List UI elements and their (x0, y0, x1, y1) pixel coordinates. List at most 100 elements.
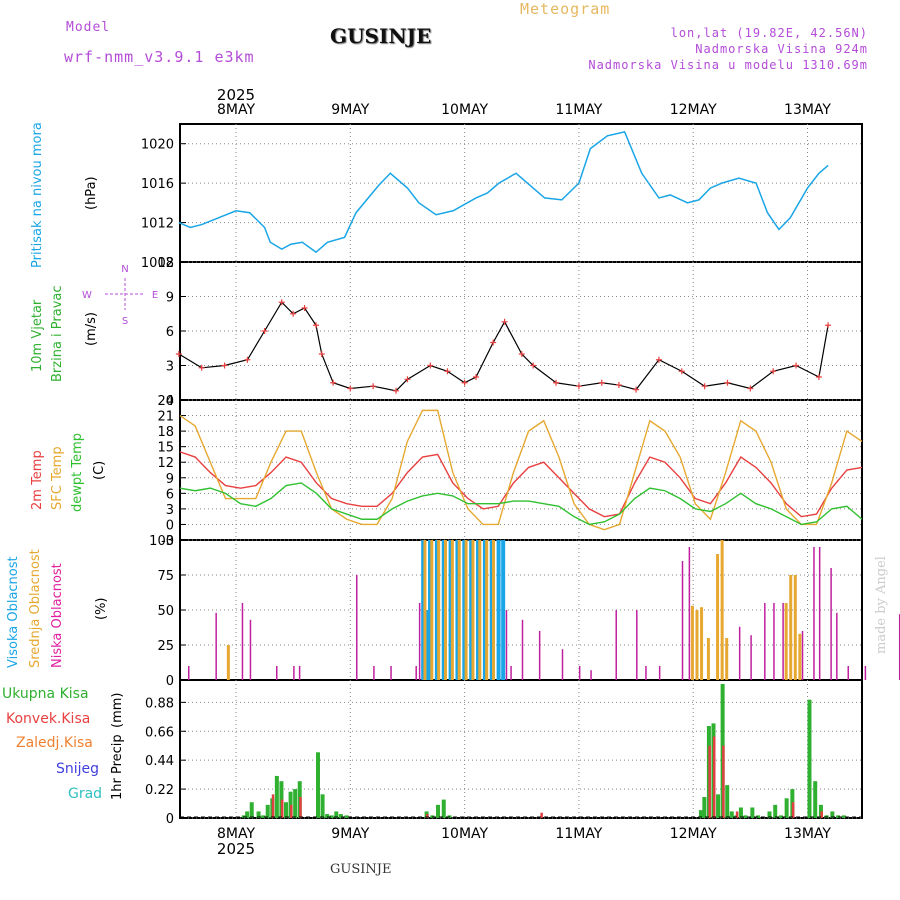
precip-bar-1 (299, 796, 302, 818)
wind-speed-mark (278, 299, 285, 306)
top-day-label: 10MAY (441, 102, 488, 118)
cloud-bar-2 (578, 666, 581, 680)
y-tick-label: 75 (157, 569, 174, 584)
cloud-bar-2 (836, 612, 838, 680)
wind-speed-mark (770, 368, 777, 375)
model-elevation: Nadmorska Visina u modelu 1310.69m (588, 58, 868, 72)
cloud-bar-2 (390, 666, 392, 680)
legend-convective: Konvek.Kisa (6, 711, 91, 727)
cloud-bar-2 (510, 666, 512, 680)
temp-line-0 (179, 451, 863, 518)
precip-bar-0 (245, 811, 250, 818)
wind-speed-line (178, 301, 829, 392)
y-tick-label: 21 (157, 410, 174, 425)
meteogram-label: Meteogram (520, 0, 611, 18)
cloud-bar-1 (720, 540, 724, 680)
cloud-bar-2 (215, 612, 217, 680)
wind-speed-mark (825, 322, 832, 329)
wind-speed-mark (444, 368, 451, 375)
wind-speed-mark (175, 351, 182, 357)
y-tick-label: 0 (166, 394, 174, 409)
precip-bar-0 (756, 815, 761, 818)
cloud-bar-2 (645, 666, 647, 680)
cloud-bar-1 (464, 540, 468, 680)
cloud-bar-2 (561, 649, 564, 680)
precip-bar-1 (712, 736, 716, 818)
temp-line-2 (179, 482, 863, 526)
cloud-bar-2 (187, 666, 190, 680)
wind-speed-mark (553, 379, 560, 386)
elevation: Nadmorska Visina 924m (695, 42, 868, 56)
cloud-bar-1 (793, 575, 797, 680)
cloud-bar-2 (782, 603, 784, 680)
wind-speed-mark (461, 379, 468, 386)
y-tick-label: 9 (166, 472, 174, 487)
cloud-bar-2 (830, 568, 832, 680)
precip-bar-0 (738, 807, 743, 818)
wind-speed-mark (313, 322, 320, 329)
cloud-bar-0 (425, 610, 430, 680)
cloud-bar-1 (798, 633, 802, 680)
y-tick-label: 0.66 (145, 725, 174, 740)
precip-bar-0 (325, 814, 330, 818)
cloud-bar-2 (298, 666, 301, 680)
wind-speed-mark (347, 385, 354, 392)
precip-bar-1 (271, 794, 275, 818)
bottom-day-label: 12MAY (670, 826, 717, 842)
y-tick-label: 50 (157, 604, 174, 619)
page-title: GUSINJE (330, 24, 432, 48)
cloud-bar-2 (738, 626, 741, 680)
y-tick-label: 3 (166, 360, 174, 375)
precip-bar-0 (261, 815, 266, 818)
cloud-bar-0 (428, 540, 433, 680)
y-tick-label: 0.22 (145, 783, 174, 798)
model-label: Model (66, 20, 111, 35)
precip-bar-0 (344, 815, 349, 818)
wind-speed-mark (244, 356, 251, 363)
top-day-label: 9MAY (331, 102, 369, 118)
precip-bar-1 (722, 745, 725, 818)
precip-bar-0 (338, 814, 343, 818)
cloud-bar-0 (496, 540, 501, 680)
precip-bar-0 (725, 785, 730, 818)
wind-speed-mark (370, 383, 377, 390)
y-tick-label: 24 (157, 394, 174, 409)
precip-bar-1 (708, 745, 711, 818)
cloud-bar-0 (482, 540, 487, 680)
y-tick-label: 1016 (141, 177, 174, 192)
precip-bar-0 (743, 815, 748, 818)
cloud-bar-2 (688, 547, 691, 680)
cloud-bar-1 (784, 603, 788, 680)
cloud-bar-1 (690, 605, 694, 680)
y-tick-label: 1020 (141, 138, 174, 153)
cloud-bar-2 (356, 575, 358, 680)
wind-speed-mark (501, 318, 508, 325)
compass-cross (105, 278, 145, 310)
legend-snow: Snijeg (56, 761, 100, 777)
y-tick-label: 0 (166, 674, 174, 689)
y-tick-label: 9 (166, 291, 174, 306)
model-name: wrf-nmm_v3.9.1 e3km (64, 48, 255, 66)
cloud-bar-2 (293, 666, 295, 680)
y-tick-label: 1008 (141, 256, 174, 271)
precip-bar-1 (426, 814, 429, 818)
compass-n: N (121, 264, 128, 275)
wind-speed-mark (678, 368, 685, 375)
top-day-label: 13MAY (784, 102, 831, 118)
y-tick-label: -3 (161, 534, 174, 549)
cloud-bar-1 (471, 540, 475, 680)
wind-speed-mark (598, 379, 605, 386)
y-tick-label: 0 (166, 518, 174, 533)
precip-bar-0 (265, 804, 270, 818)
precip-bar-0 (807, 699, 812, 818)
cloud-bar-2 (898, 614, 900, 680)
cloud-bar-2 (764, 603, 766, 680)
cloud-bar-0 (501, 540, 506, 680)
panel-frame (179, 399, 863, 541)
y-tick-label: 18 (157, 425, 174, 440)
precip-bar-0 (716, 794, 721, 818)
precip-bar-0 (750, 807, 755, 818)
cloud-bar-2 (773, 603, 775, 680)
wind-speed-mark (301, 305, 308, 311)
